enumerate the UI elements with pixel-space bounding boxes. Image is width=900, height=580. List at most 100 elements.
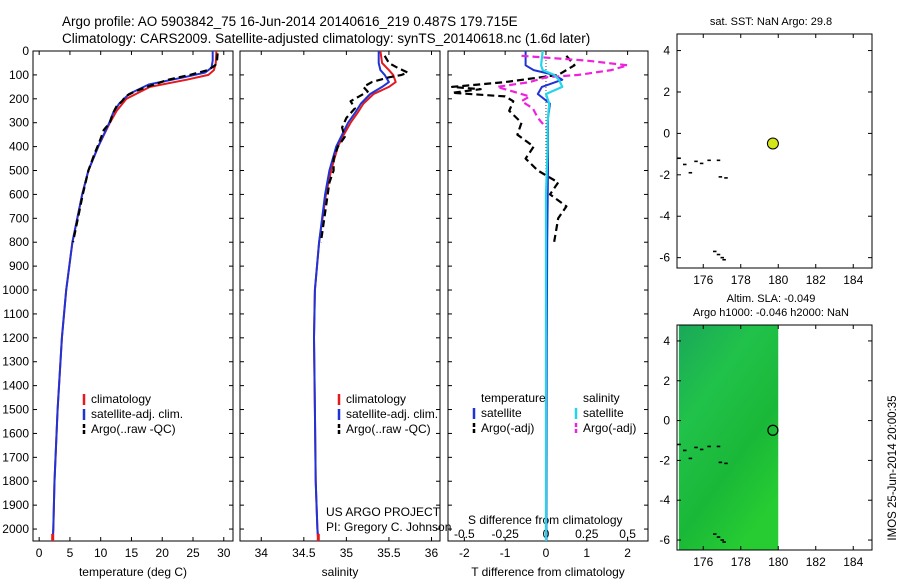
sal-xtick-label-0: 34: [255, 546, 269, 560]
depth-label-14: 1400: [2, 379, 29, 393]
argo-position-marker: [767, 424, 779, 436]
sla_map-coast-9: [713, 533, 717, 535]
sst_map-ylabel-0: -6: [659, 251, 670, 265]
sla_map-coast-6: [716, 445, 721, 448]
diff-legend-salinity-entry-1: Argo(-adj): [583, 421, 636, 435]
imos-timestamp: IMOS 25-Jun-2014 20:00:35: [887, 395, 899, 540]
sst_map-coast-1: [683, 163, 687, 166]
sla_map-coast-1: [683, 449, 687, 452]
diff-xtick-label-1: -1: [500, 546, 511, 560]
salinity-plot-frame: [239, 50, 441, 542]
sst_map-coast-6: [716, 159, 721, 162]
diff-legend-temperature-entry-1: Argo(-adj): [481, 421, 534, 435]
sst_map-ylabel-5: 4: [663, 44, 670, 58]
sst_map-coast-5: [707, 159, 711, 162]
sla_map-ylabel-3: 0: [663, 414, 670, 428]
sla_map-coast-0: [677, 443, 681, 446]
depth-label-17: 1700: [2, 450, 29, 464]
sla-field: [678, 325, 779, 550]
diff-xtick-label-2: 0: [543, 546, 550, 560]
temp-xtick-label-1: 5: [67, 546, 74, 560]
depth-label-3: 300: [9, 116, 29, 130]
temp-xtick-label-5: 25: [186, 546, 200, 560]
sst_map-xlabel-0: 176: [693, 273, 713, 287]
temp-xtick-label-4: 20: [156, 546, 170, 560]
sdiff-tick-label-3: 0.25: [575, 527, 599, 541]
diff-xtick-label-4: 2: [624, 546, 631, 560]
sst-map-title: sat. SST: NaN Argo: 29.8: [710, 16, 832, 28]
sla_map-coast-3: [694, 446, 698, 449]
sla-map-title-line2: Argo h1000: -0.046 h2000: NaN: [693, 307, 849, 319]
sla_map-coast-7: [718, 461, 723, 464]
sst_map-ylabel-3: 0: [663, 126, 670, 140]
figure-title-line1: Argo profile: AO 5903842_75 16-Jun-2014 …: [62, 14, 518, 29]
sst_map-coast-12: [722, 258, 726, 261]
sst_map-frame: [676, 33, 873, 269]
diff-xtick-label-3: 1: [583, 546, 590, 560]
depth-label-6: 600: [9, 187, 29, 201]
sal-xtick-label-3: 35.5: [377, 546, 401, 560]
sla_map-xlabel-4: 184: [843, 555, 863, 569]
temperature-series-1: [51, 51, 214, 542]
diff-series-sal-argo: [495, 54, 629, 129]
sla_map-coast-10: [716, 536, 721, 538]
sst_map-xlabel-4: 184: [843, 273, 863, 287]
sst_map-coast-7: [718, 176, 723, 178]
sla_map-coast-8: [724, 462, 728, 465]
diff-legend-temperature-header: temperature: [481, 391, 546, 405]
temp-xtick-label-0: 0: [36, 546, 43, 560]
pi-label: PI: Gregory C. Johnson: [326, 520, 451, 534]
diff-series-temp-argo: [451, 55, 576, 243]
sla_map-xlabel-3: 182: [806, 555, 826, 569]
depth-label-19: 1900: [2, 498, 29, 512]
sla_map-ylabel-0: -6: [659, 533, 670, 547]
sst_map-coast-0: [677, 157, 681, 160]
sla_map-ylabel-4: 2: [663, 374, 670, 388]
sst_map-coast-10: [716, 253, 721, 256]
sla_map-coast-12: [722, 541, 726, 543]
salinity-legend-entry-0: climatology: [346, 392, 406, 406]
sla_map-coast-4: [699, 448, 704, 451]
temperature-legend-entry-2: Argo(..raw -QC): [91, 422, 176, 436]
temperature-panel: 0100200300400500600700800900100011001200…: [2, 44, 234, 579]
sla_map-coast-5: [707, 445, 711, 448]
temperature-legend-entry-0: climatology: [91, 392, 151, 406]
sdiff-tick-label-4: 0.5: [619, 527, 636, 541]
diff-series-sal-satellite: [539, 50, 564, 541]
salinity-series-1: [313, 51, 390, 542]
temperature-legend-entry-1: satellite-adj. clim.: [91, 407, 183, 421]
sla-map-panel: Altim. SLA: -0.049 Argo h1000: -0.046 h20…: [659, 293, 873, 569]
sst-map-panel: sat. SST: NaN Argo: 29.8 176 178 180 182 184 -…: [659, 16, 873, 287]
depth-label-4: 400: [9, 140, 29, 154]
temp-xtick-label-2: 10: [94, 546, 108, 560]
sst_map-ylabel-2: -2: [659, 168, 670, 182]
depth-label-0: 0: [22, 44, 29, 58]
depth-label-16: 1600: [2, 426, 29, 440]
sla_map-ylabel-2: -2: [659, 453, 670, 467]
temperature-series-0: [51, 50, 218, 542]
diff-legend-salinity-entry-0: satellite: [583, 406, 624, 420]
temperature-plot-frame: [32, 50, 234, 542]
salinity-series-0: [313, 50, 397, 542]
sal-xtick-label-4: 36: [425, 546, 439, 560]
depth-label-8: 800: [9, 235, 29, 249]
depth-label-12: 1200: [2, 331, 29, 345]
diff-series-temp-satellite: [524, 51, 564, 541]
salinity-panel: 34 34.5 35 35.5 36 salinity climatologysatelli…: [239, 50, 441, 579]
sst_map-xlabel-1: 178: [731, 273, 751, 287]
salinity-legend-entry-2: Argo(..raw -QC): [346, 422, 431, 436]
depth-label-20: 2000: [2, 522, 29, 536]
sst_map-coast-11: [720, 256, 724, 259]
sst_map-ylabel-1: -4: [659, 209, 670, 223]
difference-plot-frame: [447, 50, 649, 542]
salinity-legend-entry-1: satellite-adj. clim.: [346, 407, 438, 421]
sst_map-coast-9: [713, 250, 717, 253]
difference-panel: -2 -1 0 1 2-0.5 -0.25 0 0.25 0.5S difference fro…: [447, 50, 649, 579]
sla-map-title-line1: Altim. SLA: -0.049: [727, 293, 816, 305]
sdiff-tick-label-1: -0.25: [491, 527, 519, 541]
project-label: US ARGO PROJECT: [326, 505, 441, 519]
figure-title-line2: Climatology: CARS2009. Satellite-adjuste…: [62, 31, 590, 46]
diff-legend-salinity-header: salinity: [583, 391, 620, 405]
temperature-difference-axis-label: T difference from climatology: [471, 565, 625, 579]
